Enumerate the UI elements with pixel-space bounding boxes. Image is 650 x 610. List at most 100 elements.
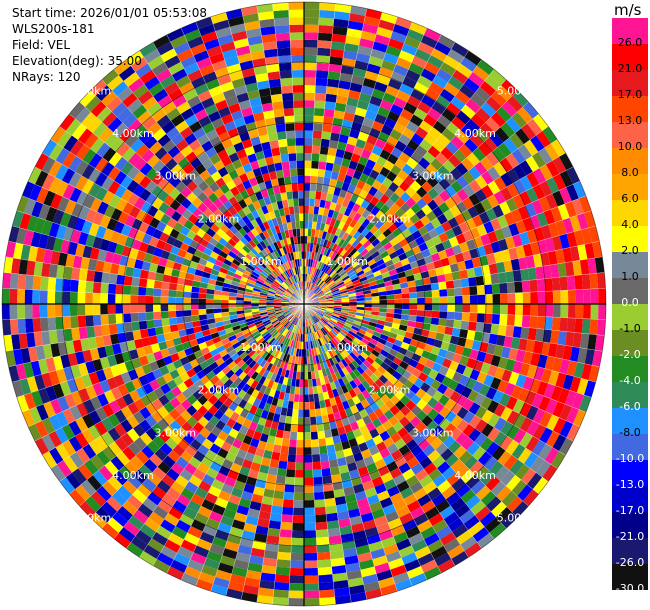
radar-gate <box>325 359 332 368</box>
radar-gate <box>343 111 355 122</box>
radar-gate <box>225 501 239 513</box>
radar-gate <box>484 304 493 314</box>
radar-gate <box>315 408 322 417</box>
radar-gate <box>324 325 331 333</box>
radar-gate <box>286 313 293 320</box>
radar-gate <box>145 180 158 194</box>
radar-gate <box>199 360 210 370</box>
radar-gate <box>120 161 134 176</box>
radar-gate <box>88 410 102 425</box>
radar-gate <box>181 174 193 187</box>
radar-gate <box>189 438 202 451</box>
radar-gate <box>289 315 296 323</box>
radar-gate <box>358 441 369 453</box>
radar-gate <box>325 93 338 103</box>
radar-gate <box>366 386 376 396</box>
radar-gate <box>271 283 279 289</box>
radar-gate <box>321 184 330 194</box>
radar-gate <box>128 515 145 530</box>
radar-gate <box>319 453 329 462</box>
radar-gate <box>237 389 247 399</box>
radar-gate <box>197 152 210 164</box>
radar-gate <box>364 487 378 498</box>
radar-gate <box>13 348 24 366</box>
radar-gate <box>206 432 218 444</box>
radar-gate <box>520 326 530 340</box>
radar-gate <box>52 209 65 225</box>
radar-gate <box>239 236 249 246</box>
radar-gate <box>228 304 237 308</box>
radar-gate <box>309 282 314 291</box>
radar-gate <box>316 536 330 546</box>
radar-gate <box>350 444 361 455</box>
radar-gate <box>361 319 370 325</box>
radar-gate <box>387 78 403 91</box>
radar-gate <box>157 189 170 202</box>
radar-gate <box>266 308 275 312</box>
radar-gate <box>276 248 283 257</box>
radar-gate <box>169 199 181 211</box>
radar-gate <box>317 354 323 363</box>
radar-gate <box>537 291 546 304</box>
radar-gate <box>455 394 468 407</box>
radar-gate <box>253 318 262 323</box>
radar-gate <box>183 309 192 317</box>
radar-gate <box>404 389 416 400</box>
radar-gate <box>345 216 354 226</box>
radar-gate <box>304 205 310 214</box>
radar-gate <box>139 269 149 280</box>
radar-gate <box>95 335 105 348</box>
radar-gate <box>219 250 229 259</box>
radar-gate <box>332 327 340 335</box>
radar-gate <box>319 400 326 409</box>
radar-gate <box>272 185 281 195</box>
radar-gate <box>292 198 299 207</box>
radar-gate <box>319 238 325 247</box>
radar-gate <box>177 546 194 560</box>
radar-gate <box>192 320 201 328</box>
radar-gate <box>380 361 390 371</box>
radar-gate <box>205 242 216 252</box>
radar-gate <box>195 16 214 30</box>
radar-gate <box>201 499 215 511</box>
radar-gate <box>357 466 369 477</box>
radar-gate <box>135 450 150 465</box>
radar-gate <box>49 143 64 161</box>
radar-gate <box>490 377 502 390</box>
radar-gate <box>163 194 175 207</box>
radar-gate <box>273 268 281 276</box>
radar-gate <box>325 232 332 241</box>
radar-gate <box>423 28 442 42</box>
radar-gate <box>328 366 335 375</box>
radar-gate <box>335 180 344 190</box>
radar-gate <box>256 3 274 14</box>
radar-gate <box>550 385 563 402</box>
radar-gate <box>309 317 314 326</box>
radar-gate <box>245 428 256 438</box>
radar-gate <box>284 279 291 287</box>
radar-gate <box>192 127 206 140</box>
radar-gate <box>107 166 121 181</box>
radar-gate <box>266 435 276 445</box>
radar-gate <box>414 145 428 158</box>
radar-gate <box>311 325 315 333</box>
radar-gate <box>590 288 599 304</box>
radar-gate <box>74 217 86 232</box>
radar-gate <box>220 81 235 93</box>
radar-gate <box>319 2 336 12</box>
radar-gate <box>92 314 102 327</box>
radar-gate <box>174 415 187 427</box>
radar-gate <box>203 557 221 570</box>
radar-gate <box>286 191 293 200</box>
radar-gate <box>256 391 265 401</box>
radar-gate <box>362 359 372 369</box>
radar-gate <box>577 347 588 364</box>
radar-gate <box>527 267 537 281</box>
radar-gate <box>250 50 266 61</box>
radar-gate <box>45 385 58 402</box>
radar-gate <box>156 375 167 388</box>
radar-gate <box>106 496 123 512</box>
radar-gate <box>152 127 167 142</box>
radar-gate <box>289 32 304 41</box>
radar-gate <box>206 227 216 238</box>
